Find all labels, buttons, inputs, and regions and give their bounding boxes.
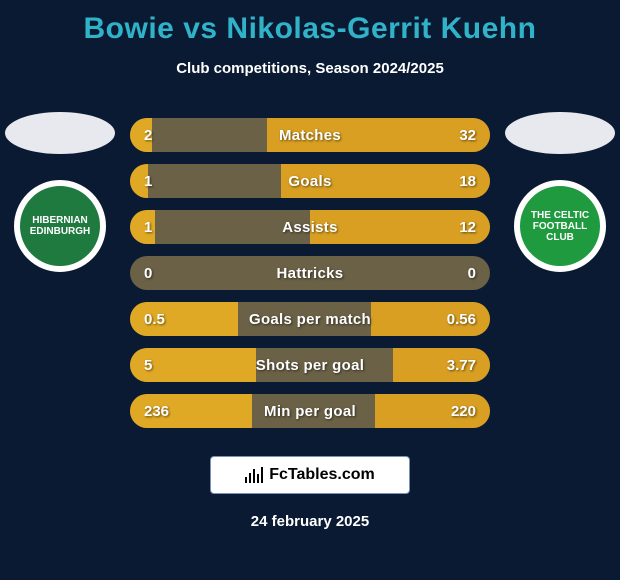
stat-row: 1 18 Goals — [130, 164, 490, 198]
stat-row: 5 3.77 Shots per goal — [130, 348, 490, 382]
competition-subtitle: Club competitions, Season 2024/2025 — [0, 60, 620, 77]
brand-bars-icon — [245, 467, 263, 483]
stat-label: Min per goal — [264, 394, 356, 428]
snapshot-date: 24 february 2025 — [0, 513, 620, 530]
stat-value-left: 2 — [144, 118, 152, 152]
stat-value-left: 0 — [144, 256, 152, 290]
stat-value-left: 5 — [144, 348, 152, 382]
page-title: Bowie vs Nikolas-Gerrit Kuehn — [0, 0, 620, 46]
stat-rows: 232Matches118Goals112Assists00Hattricks0… — [130, 118, 490, 440]
left-club-crest: HIBERNIAN EDINBURGH — [14, 180, 106, 272]
stat-row: 2 32 Matches — [130, 118, 490, 152]
right-player-column: THE CELTIC FOOTBALL CLUB — [500, 112, 620, 272]
stat-row: 0 0 Hattricks — [130, 256, 490, 290]
stat-label: Shots per goal — [256, 348, 364, 382]
brand-text: FcTables.com — [269, 466, 375, 484]
stat-value-right: 0 — [468, 256, 476, 290]
stat-label: Assists — [282, 210, 337, 244]
right-club-name: THE CELTIC FOOTBALL CLUB — [528, 210, 592, 243]
stat-value-left: 1 — [144, 164, 152, 198]
stat-label: Goals per match — [249, 302, 371, 336]
stat-label: Goals — [288, 164, 331, 198]
right-club-crest: THE CELTIC FOOTBALL CLUB — [514, 180, 606, 272]
stat-row: 0.5 0.56 Goals per match — [130, 302, 490, 336]
stat-value-right: 0.56 — [447, 302, 476, 336]
left-club-name: HIBERNIAN EDINBURGH — [28, 215, 92, 237]
stat-row: 1 12 Assists — [130, 210, 490, 244]
stat-label: Matches — [279, 118, 341, 152]
stat-value-right: 32 — [459, 118, 476, 152]
stat-value-right: 3.77 — [447, 348, 476, 382]
stat-value-right: 18 — [459, 164, 476, 198]
left-nameplate — [5, 112, 115, 154]
brand-badge: FcTables.com — [210, 456, 410, 494]
left-player-column: HIBERNIAN EDINBURGH — [0, 112, 120, 272]
stat-value-right: 220 — [451, 394, 476, 428]
comparison-card: Bowie vs Nikolas-Gerrit Kuehn Club compe… — [0, 0, 620, 580]
right-nameplate — [505, 112, 615, 154]
stat-label: Hattricks — [277, 256, 344, 290]
stat-value-left: 1 — [144, 210, 152, 244]
stat-value-right: 12 — [459, 210, 476, 244]
stat-row: 236 220 Min per goal — [130, 394, 490, 428]
stat-value-left: 0.5 — [144, 302, 165, 336]
stat-value-left: 236 — [144, 394, 169, 428]
